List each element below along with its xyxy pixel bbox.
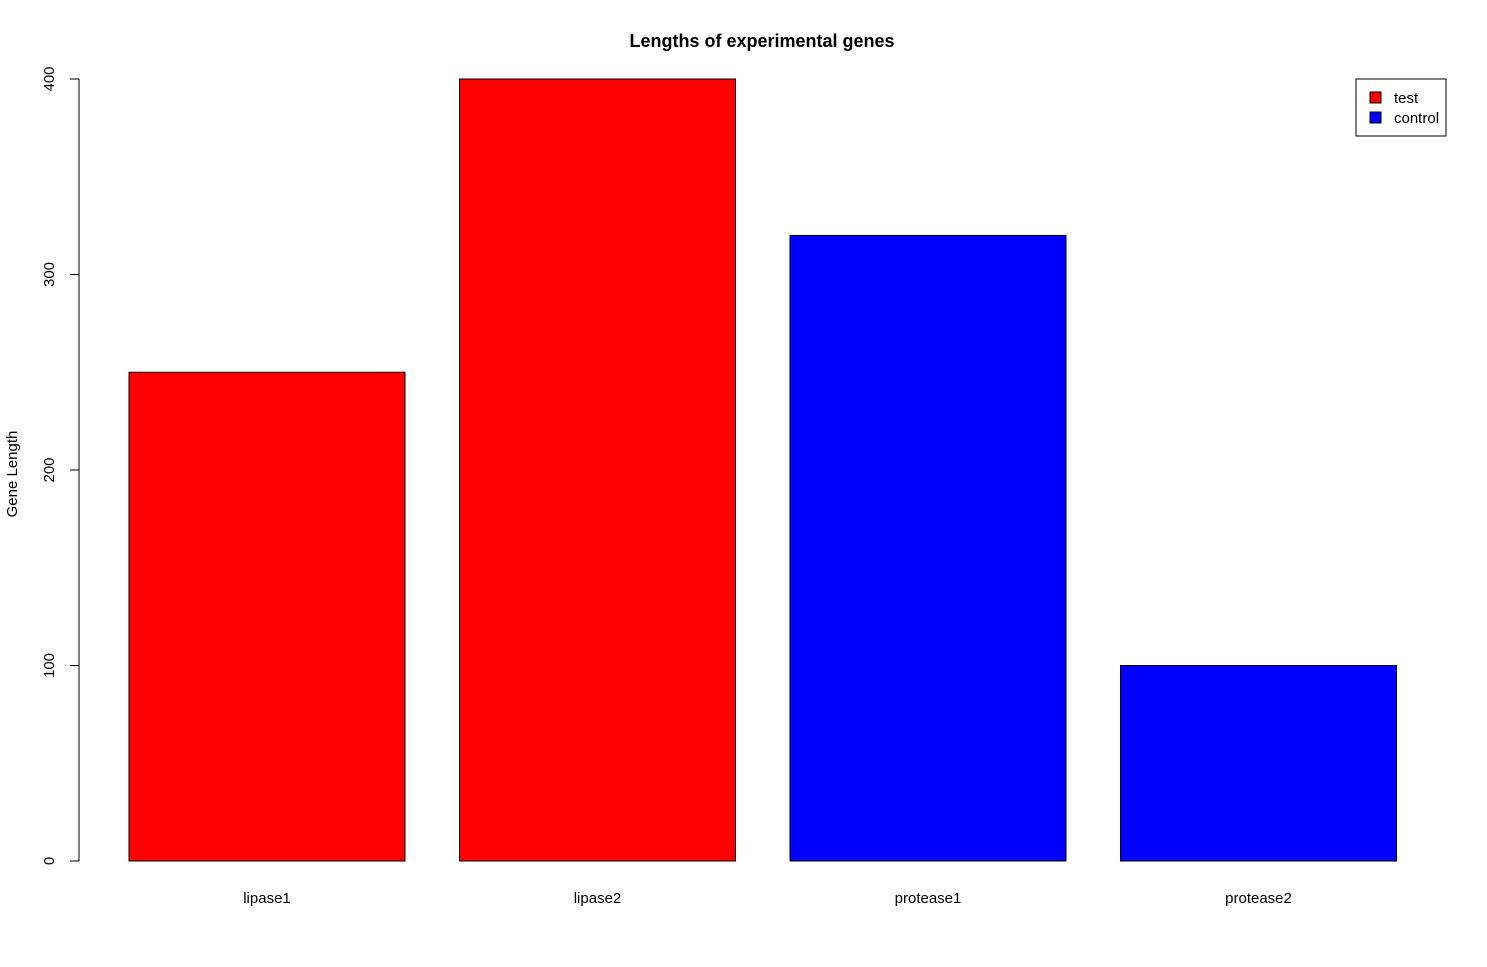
y-tick-label-300: 300	[41, 262, 58, 287]
x-tick-label-protease2: protease2	[1225, 890, 1292, 907]
legend-swatch-control	[1369, 111, 1382, 124]
bar-lipase1	[128, 371, 406, 862]
bars-group	[128, 78, 1397, 862]
x-tick-label-protease1: protease1	[895, 890, 962, 907]
chart-title: Lengths of experimental genes	[629, 31, 894, 51]
legend-label-control: control	[1394, 110, 1439, 127]
y-axis: 0 100 200 300 400	[41, 66, 80, 865]
legend-swatch-test	[1369, 91, 1382, 104]
y-axis-label: Gene Length	[4, 431, 21, 518]
x-tick-label-lipase1: lipase1	[243, 890, 291, 907]
bar-protease2	[1120, 665, 1397, 862]
legend: test control	[1355, 78, 1447, 137]
y-tick-label-0: 0	[41, 857, 58, 865]
x-axis-labels: lipase1 lipase2 protease1 protease2	[243, 890, 1292, 907]
y-tick-label-200: 200	[41, 457, 58, 482]
legend-box	[1355, 78, 1447, 137]
y-tick-label-400: 400	[41, 66, 58, 91]
bar-protease1	[789, 234, 1067, 862]
bar-lipase2	[459, 78, 736, 862]
y-tick-label-100: 100	[41, 653, 58, 678]
legend-label-test: test	[1394, 90, 1419, 107]
x-tick-label-lipase2: lipase2	[574, 890, 622, 907]
